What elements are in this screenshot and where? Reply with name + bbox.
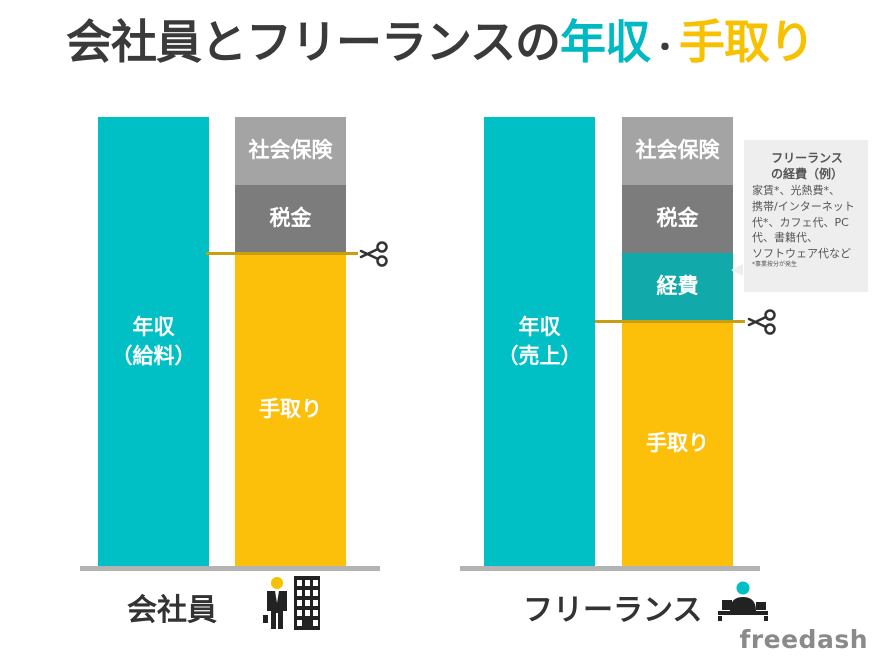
freelance-label: フリーランス xyxy=(523,593,703,628)
employee-take-home-label: 手取り xyxy=(259,397,322,422)
expense-note: フリーランス の経費（例） 家賃*、光熱費*、 携帯/インターネット 代*、カフ… xyxy=(744,140,868,292)
employee-baseline xyxy=(80,566,380,571)
employee-income-bar: 年収 （給料） xyxy=(98,117,209,567)
employee-cut-line xyxy=(206,252,358,255)
title-separator: ・ xyxy=(650,31,680,66)
expense-note-line: 家賃*、光熱費*、 xyxy=(752,184,840,198)
freelance-tax-label: 税金 xyxy=(656,206,699,231)
employee-take-home-block: 手取り xyxy=(235,253,346,567)
freelance-income-sublabel: （売上） xyxy=(497,344,582,368)
freelance-expenses-block: 経費 xyxy=(622,253,733,321)
employee-social-insurance-block: 社会保険 xyxy=(235,117,346,185)
employee-income-sublabel: （給料） xyxy=(111,344,196,368)
freelance-baseline xyxy=(460,566,760,571)
desk-worker-icon xyxy=(718,581,768,621)
expense-note-title-line2: の経費（例） xyxy=(770,167,843,182)
employee-social-insurance-label: 社会保険 xyxy=(248,138,333,163)
scissors-icon xyxy=(747,309,776,335)
title-main: 会社員とフリーランスの xyxy=(65,15,561,69)
freelance-income-bar: 年収 （売上） xyxy=(484,117,595,567)
employee-tax-block: 税金 xyxy=(235,185,346,253)
office-building-icon xyxy=(294,576,320,630)
scissors-icon xyxy=(359,241,388,267)
freedash-logo: freedash xyxy=(739,625,868,654)
freelance-income-label: 年収 xyxy=(518,314,561,339)
freelance-tax-block: 税金 xyxy=(622,185,733,253)
expense-note-footnote: *事業按分が発生 xyxy=(752,261,798,269)
businessman-icon xyxy=(263,577,287,629)
expense-note-body: 家賃*、光熱費*、 携帯/インターネット 代*、カフェ代、PC 代、書籍代、 ソ… xyxy=(752,183,862,261)
expense-note-line: 携帯/インターネット xyxy=(752,199,855,213)
title-take-home: 手取り xyxy=(679,15,815,69)
expense-note-line: ソフトウェア代など xyxy=(752,246,851,260)
expense-note-title: フリーランス の経費（例） xyxy=(752,150,862,182)
page-title: 会社員とフリーランスの年収・手取り xyxy=(0,6,880,72)
freelance-social-insurance-label: 社会保険 xyxy=(635,138,720,163)
freelance-social-insurance-block: 社会保険 xyxy=(622,117,733,185)
freelance-take-home-label: 手取り xyxy=(646,431,709,456)
freelance-take-home-block: 手取り xyxy=(622,321,733,567)
freelance-cut-line xyxy=(595,320,745,323)
employee-income-label: 年収 xyxy=(132,314,175,339)
employee-tax-label: 税金 xyxy=(269,206,312,231)
expense-note-title-line1: フリーランス xyxy=(771,151,843,165)
expense-note-line: 代*、カフェ代、PC xyxy=(752,215,849,229)
employee-label: 会社員 xyxy=(127,593,217,628)
freelance-expenses-label: 経費 xyxy=(656,274,699,299)
title-annual-income: 年収 xyxy=(560,15,651,69)
note-pointer xyxy=(731,264,743,276)
expense-note-line: 代、書籍代、 xyxy=(752,231,818,245)
